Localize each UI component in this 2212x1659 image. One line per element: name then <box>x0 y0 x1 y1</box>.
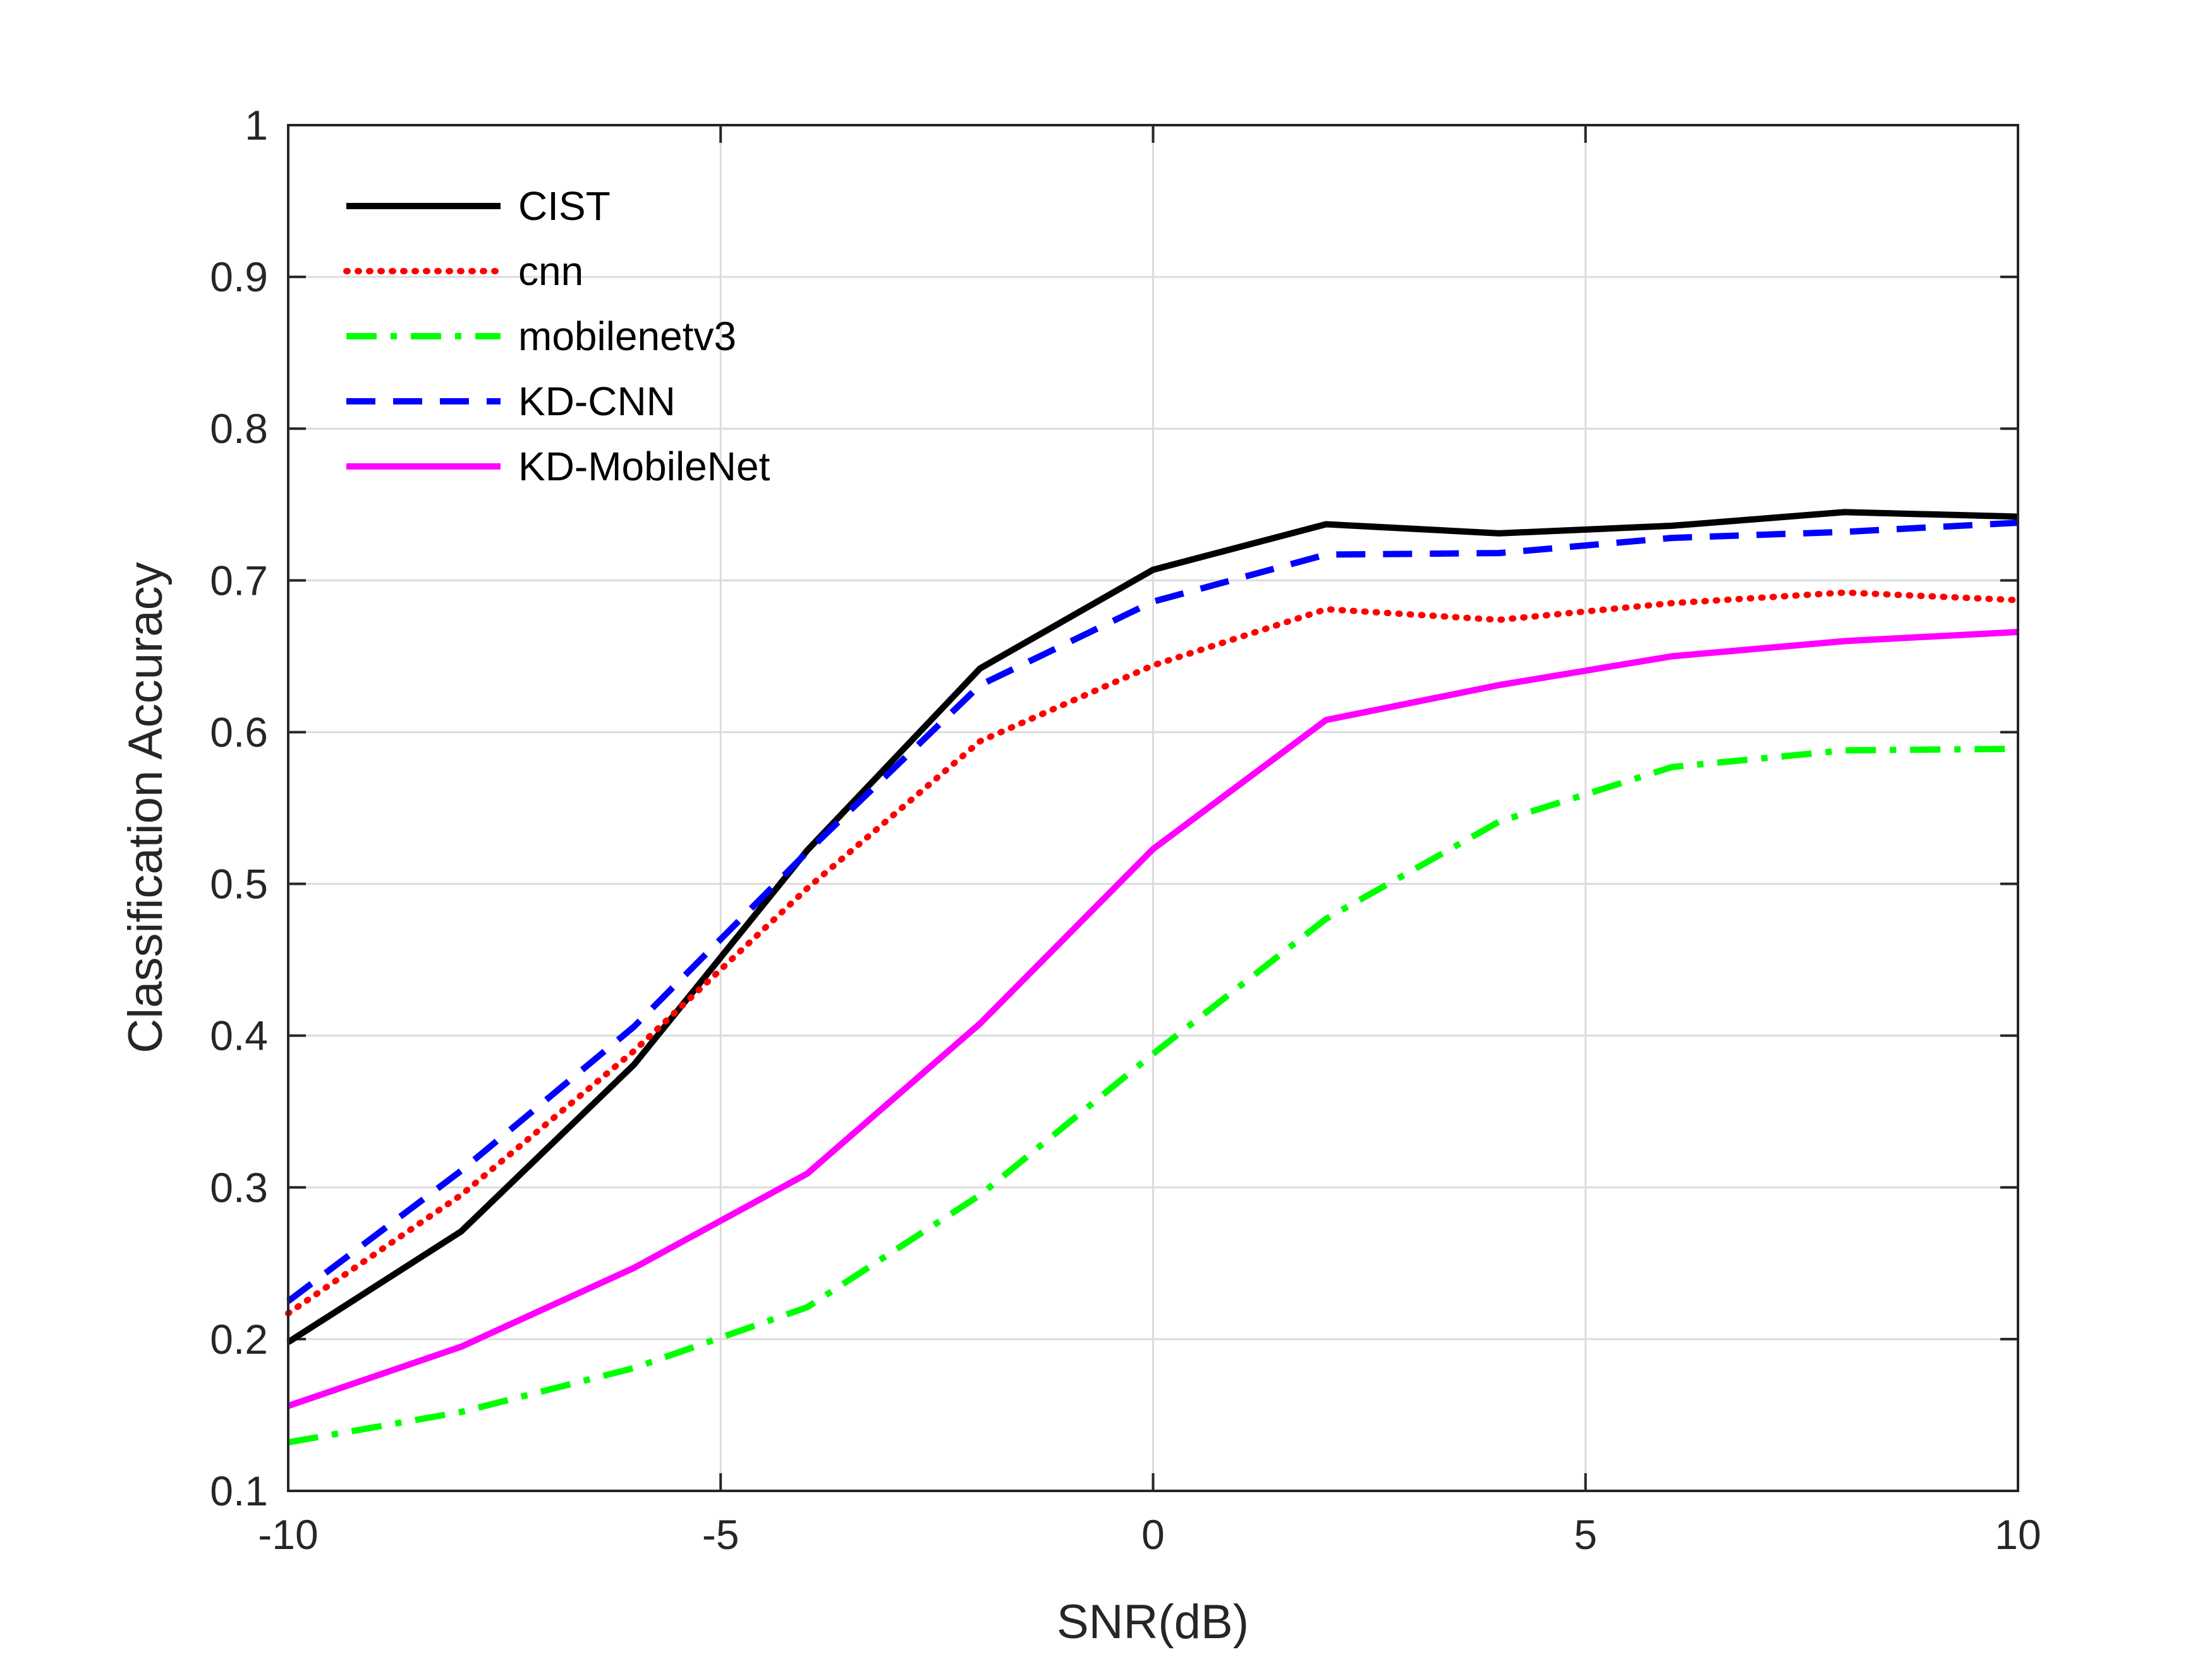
legend-label: mobilenetv3 <box>518 313 736 359</box>
x-tick-label: -10 <box>258 1511 318 1558</box>
x-axis-title: SNR(dB) <box>1057 1595 1249 1649</box>
series-line-cnn <box>285 589 2021 1317</box>
legend-label: cnn <box>518 248 583 294</box>
y-tick-label: 0.9 <box>210 253 268 300</box>
legend: CIST cnn mobilenetv3 KD-CNN KD-MobileNet <box>343 183 770 489</box>
legend-label: KD-CNN <box>518 379 676 424</box>
legend-label: KD-MobileNet <box>518 444 770 489</box>
series-line-cist <box>286 509 2019 1345</box>
y-tick-label: 0.2 <box>210 1316 268 1363</box>
grid <box>288 125 2018 1491</box>
y-tick-label: 0.4 <box>210 1012 268 1059</box>
y-tick-label: 0.8 <box>210 405 268 452</box>
series-line-kd-cnn <box>286 520 2019 1304</box>
series-group <box>285 509 2021 1446</box>
y-axis-title: Classification Accuracy <box>119 562 173 1053</box>
y-tick-label: 0.1 <box>210 1468 268 1514</box>
y-tick-label: 0.6 <box>210 708 268 755</box>
y-tick-label: 0.3 <box>210 1164 268 1211</box>
tick-labels: -10 -5 0 5 10 0.1 0.2 0.3 0.4 0.5 0.6 0.7 0.8 0.9 1 <box>210 102 2041 1558</box>
y-tick-label: 1 <box>245 102 268 149</box>
axes-box <box>287 124 2019 1492</box>
series-line-kd-mobilenet <box>287 628 2019 1409</box>
y-tick-label: 0.5 <box>210 861 268 908</box>
x-tick-label: 5 <box>1574 1511 1597 1558</box>
y-tick-label: 0.7 <box>210 557 268 604</box>
legend-label: CIST <box>518 183 611 229</box>
series-line-mobilenetv3 <box>288 745 2019 1446</box>
x-tick-label: 0 <box>1141 1511 1165 1558</box>
x-tick-label: 10 <box>1995 1511 2041 1558</box>
x-tick-label: -5 <box>702 1511 739 1558</box>
